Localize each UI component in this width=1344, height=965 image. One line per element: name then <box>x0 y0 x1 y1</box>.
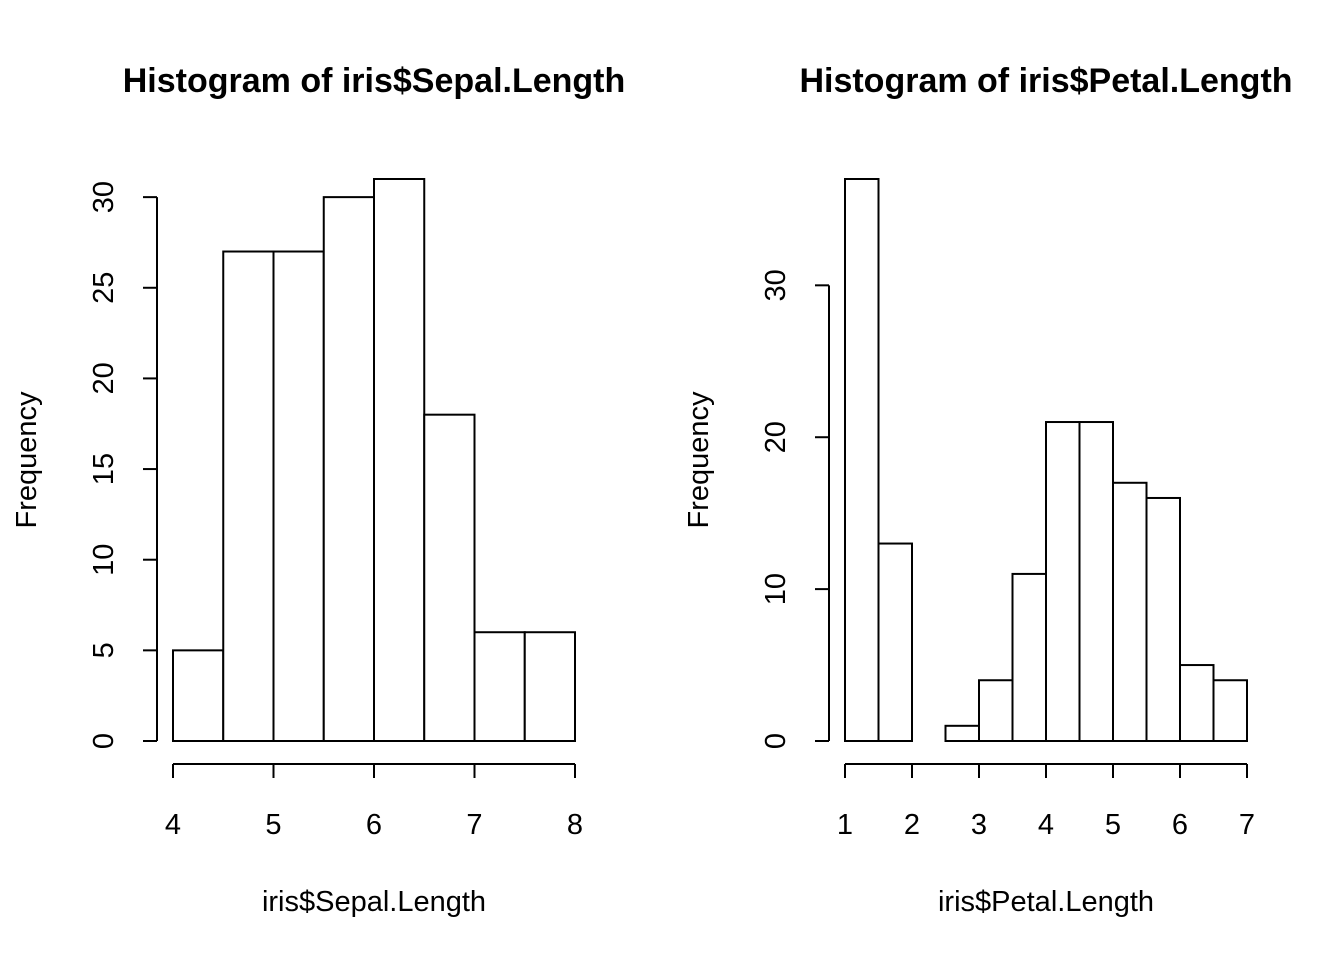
x-tick-label: 5 <box>265 809 281 841</box>
histogram-bar-10 <box>1179 664 1215 743</box>
x-tick-label: 2 <box>904 809 920 841</box>
histogram-bar-8 <box>1112 481 1148 742</box>
y-axis: 0 10 20 30 <box>760 269 830 749</box>
histogram-panel-petal-length: Histogram of iris$Petal.Length iris$Peta… <box>683 62 1293 918</box>
histogram-bar-1 <box>222 250 275 742</box>
x-tick-label: 5 <box>1105 809 1121 841</box>
histogram-bar-9 <box>1145 496 1181 742</box>
x-tick-label: 3 <box>971 809 987 841</box>
histogram-bar-4 <box>978 679 1014 742</box>
histogram-bar-3 <box>322 196 375 742</box>
x-tick-label: 8 <box>567 809 583 841</box>
x-tick-label: 4 <box>1038 809 1054 841</box>
x-axis: 4 5 6 7 8 <box>165 763 583 841</box>
y-tick-label: 25 <box>88 272 120 304</box>
y-tick-label: 10 <box>88 544 120 576</box>
y-tick-label: 30 <box>88 181 120 213</box>
histogram-bar-7 <box>523 631 576 743</box>
x-tick-label: 7 <box>466 809 482 841</box>
histogram-bar-0 <box>844 178 880 742</box>
histogram-bar-6 <box>1045 421 1081 742</box>
x-tick-label: 4 <box>165 809 181 841</box>
y-axis-label: Frequency <box>683 391 715 529</box>
y-tick-label: 30 <box>760 269 792 301</box>
x-tick-label: 6 <box>1172 809 1188 841</box>
y-axis-label: Frequency <box>11 391 43 529</box>
histogram-bar-7 <box>1078 421 1114 742</box>
bars <box>844 178 1248 743</box>
histogram-bar-5 <box>423 413 476 742</box>
histogram-bar-0 <box>172 649 225 743</box>
y-tick-label: 0 <box>88 733 120 749</box>
histogram-bar-2 <box>272 250 325 742</box>
histogram-bar-3 <box>944 724 980 742</box>
x-tick-label: 6 <box>366 809 382 841</box>
chart-title: Histogram of iris$Sepal.Length <box>123 62 626 100</box>
y-tick-label: 10 <box>760 573 792 605</box>
bars <box>172 178 576 743</box>
histogram-panel-sepal-length: Histogram of iris$Sepal.Length iris$Sepa… <box>11 62 625 918</box>
y-tick-label: 20 <box>88 362 120 394</box>
chart-title: Histogram of iris$Petal.Length <box>799 62 1292 100</box>
histogram-bar-6 <box>473 631 526 743</box>
x-axis-label: iris$Petal.Length <box>938 886 1154 918</box>
histogram-bar-4 <box>373 178 426 742</box>
x-tick-label: 7 <box>1239 809 1255 841</box>
x-tick-label: 1 <box>837 809 853 841</box>
histogram-bar-5 <box>1011 572 1047 743</box>
y-tick-label: 15 <box>88 453 120 485</box>
y-tick-label: 20 <box>760 421 792 453</box>
y-tick-label: 0 <box>760 733 792 749</box>
x-axis: 1 2 3 4 5 6 7 <box>837 763 1255 841</box>
histogram-bar-1 <box>877 542 913 742</box>
y-tick-label: 5 <box>88 642 120 658</box>
histogram-bar-11 <box>1212 679 1248 742</box>
x-axis-label: iris$Sepal.Length <box>262 886 486 918</box>
y-axis: 0 5 10 15 20 25 30 <box>88 181 158 749</box>
